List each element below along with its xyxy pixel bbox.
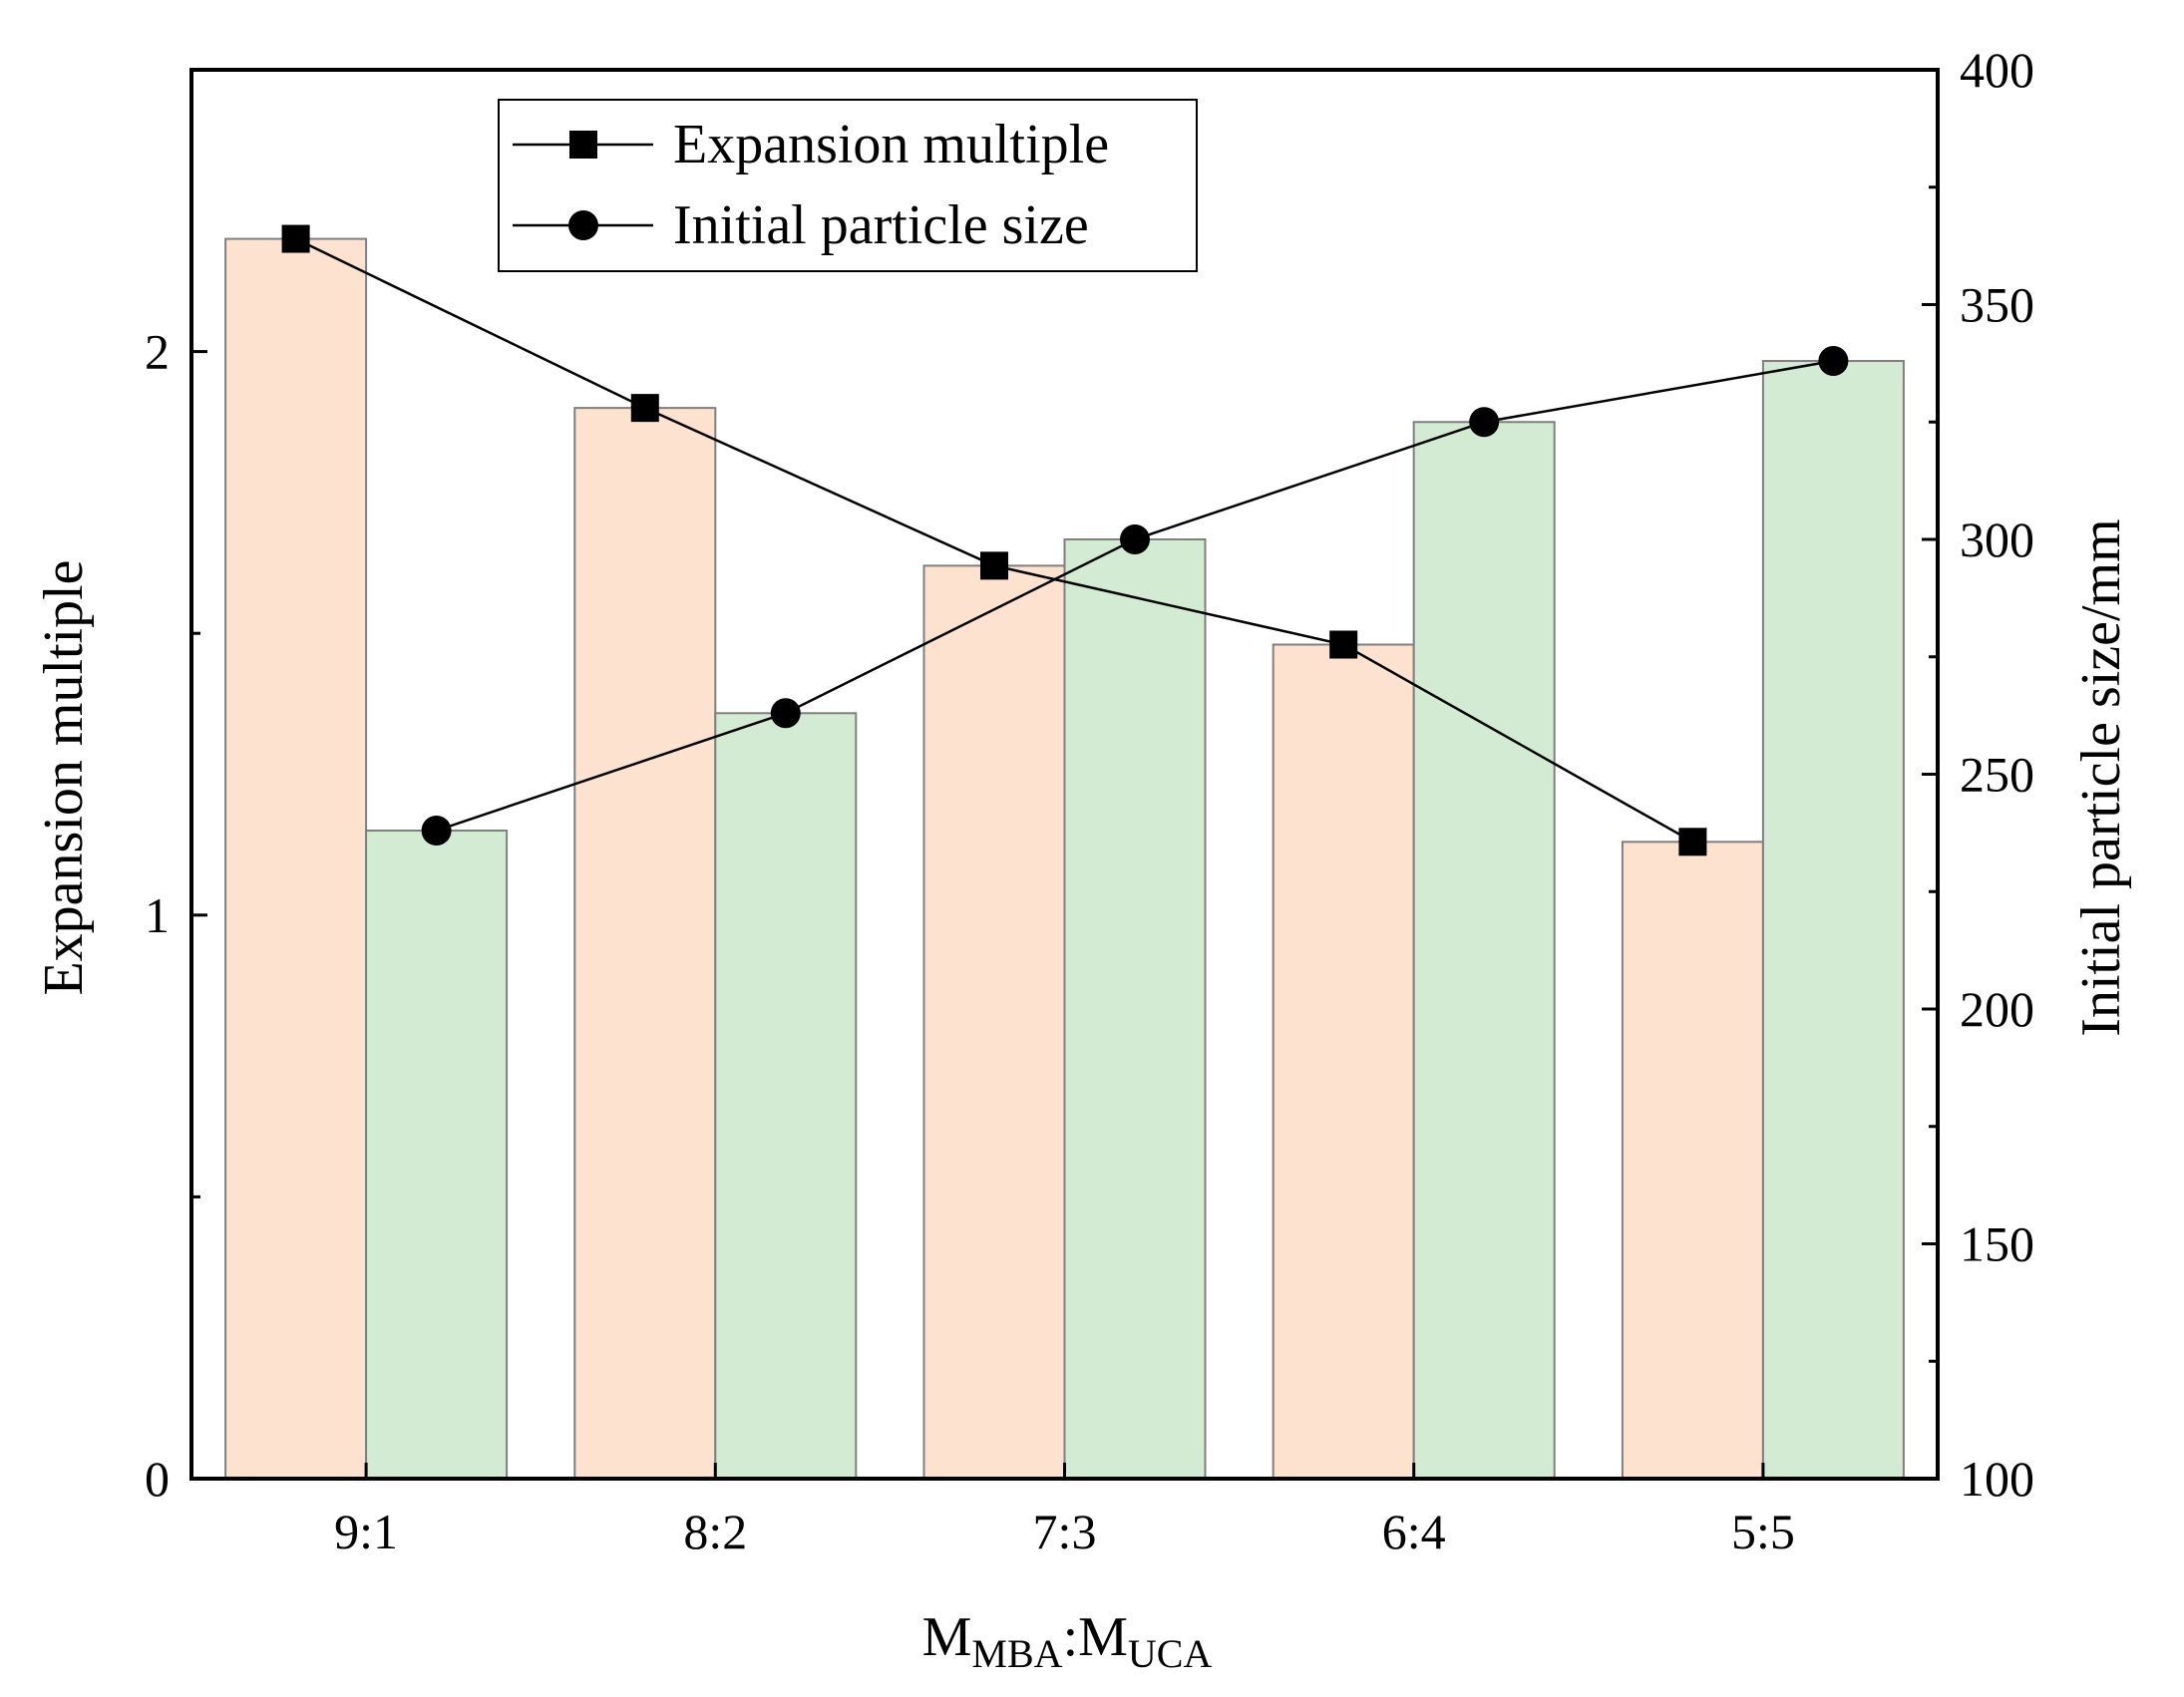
left-tick-label-2: 2 xyxy=(145,324,170,380)
bar-particle-size-7:3 xyxy=(1063,538,1207,1480)
legend-circle-marker-icon xyxy=(568,210,598,240)
bar-expansion-9:1 xyxy=(224,237,368,1480)
marker-particle-size-7:3 xyxy=(1120,524,1150,554)
bar-expansion-8:2 xyxy=(573,407,717,1480)
legend-box xyxy=(498,99,1198,272)
marker-expansion-5:5 xyxy=(1678,828,1707,856)
right-tick-label-400: 400 xyxy=(1960,42,2034,98)
x-axis-title-sep: :M xyxy=(1063,1606,1128,1668)
x-tick-label-6:4: 6:4 xyxy=(1382,1504,1446,1559)
x-axis-title-sub1: MBA xyxy=(971,1631,1062,1676)
right-tick-label-200: 200 xyxy=(1960,981,2034,1037)
right-tick-label-100: 100 xyxy=(1960,1451,2034,1507)
series-markers xyxy=(281,224,1849,856)
legend-entry-expansion: Expansion multiple xyxy=(513,114,1109,175)
marker-expansion-8:2 xyxy=(630,394,659,423)
x-axis-title-sub2: UCA xyxy=(1128,1631,1213,1676)
right-tick-label-250: 250 xyxy=(1960,747,2034,803)
marker-expansion-9:1 xyxy=(281,224,310,253)
right-tick-label-350: 350 xyxy=(1960,277,2034,333)
marker-expansion-7:3 xyxy=(980,551,1008,580)
x-tick-label-5:5: 5:5 xyxy=(1731,1504,1795,1559)
bar-particle-size-6:4 xyxy=(1412,421,1556,1480)
marker-particle-size-8:2 xyxy=(770,698,801,729)
marker-expansion-6:4 xyxy=(1329,630,1358,659)
left-tick-label-1: 1 xyxy=(145,887,170,943)
bar-particle-size-8:2 xyxy=(714,712,858,1480)
x-tick-label-7:3: 7:3 xyxy=(1033,1504,1097,1559)
legend-entry-particle: Initial particle size xyxy=(513,194,1089,256)
bar-expansion-6:4 xyxy=(1272,643,1415,1480)
bar-expansion-5:5 xyxy=(1621,841,1764,1480)
y-axis-left-title: Expansion multiple xyxy=(33,559,95,995)
x-axis-title: MMBA:MUCA xyxy=(922,1606,1213,1676)
bar-particle-size-9:1 xyxy=(365,830,509,1480)
x-tick-label-9:1: 9:1 xyxy=(334,1504,398,1559)
x-axis-title-main: M xyxy=(922,1606,972,1668)
marker-particle-size-6:4 xyxy=(1469,407,1500,438)
x-tick-label-8:2: 8:2 xyxy=(683,1504,747,1559)
legend-square-marker-icon xyxy=(569,131,597,159)
marker-particle-size-9:1 xyxy=(421,816,452,847)
particle-size-bars xyxy=(365,360,1905,1480)
right-tick-label-300: 300 xyxy=(1960,511,2034,567)
marker-particle-size-5:5 xyxy=(1818,346,1849,377)
bar-expansion-7:3 xyxy=(922,564,1066,1480)
left-tick-label-0: 0 xyxy=(145,1451,170,1507)
legend: Expansion multiple Initial particle size xyxy=(498,99,1198,272)
legend-label-particle: Initial particle size xyxy=(673,194,1089,256)
bar-particle-size-5:5 xyxy=(1761,360,1905,1480)
axes: 0 1 2 100 150 200 250 300 350 400 9:1 8:2 7:3 6:4 5:5 xyxy=(145,42,2034,1559)
y-axis-right-title: Initial particle size/mm xyxy=(2070,518,2132,1036)
right-tick-label-150: 150 xyxy=(1960,1216,2034,1272)
legend-label-expansion: Expansion multiple xyxy=(673,114,1109,175)
